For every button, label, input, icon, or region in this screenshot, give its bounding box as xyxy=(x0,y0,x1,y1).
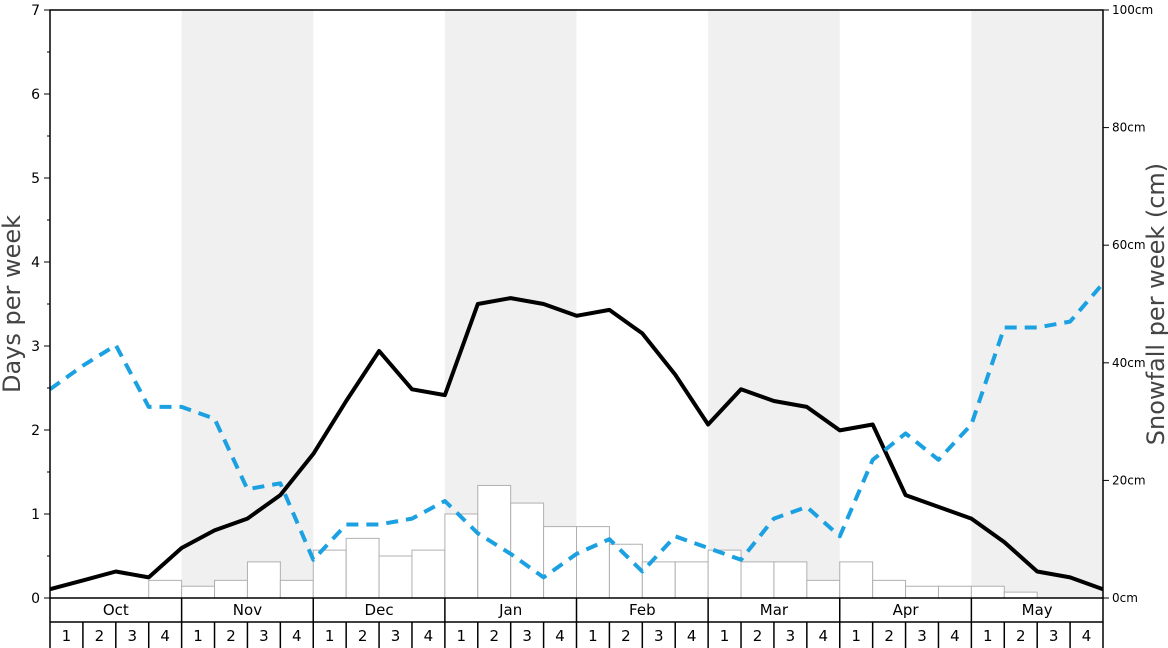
week-label-nov-2: 2 xyxy=(226,627,236,645)
bar-week-9 xyxy=(312,549,347,599)
bar-week-18 xyxy=(608,543,643,599)
bar-week-23 xyxy=(773,561,808,599)
left-tick-label-2: 2 xyxy=(31,423,40,439)
x-axis: Oct 1 2 3 4 Nov 1 2 3 4 Dec 1 2 3 4 Jan 1 2 3 4 Feb 1 2 3 4 Mar 1 2… xyxy=(49,598,1104,648)
right-axis: 0cm 20cm 40cm 60cm 80cm 100cm xyxy=(1103,3,1153,605)
right-tick-label-20: 20cm xyxy=(1112,473,1146,487)
week-label-mar-4: 4 xyxy=(819,627,829,645)
bar-week-25 xyxy=(839,561,874,599)
left-tick-label-6: 6 xyxy=(31,87,40,103)
month-band-may xyxy=(971,10,1103,598)
week-label-feb-1: 1 xyxy=(588,627,598,645)
week-label-apr-4: 4 xyxy=(950,627,960,645)
bar-week-5 xyxy=(181,585,216,599)
bar-week-16 xyxy=(543,526,577,599)
left-axis: 0 1 2 3 4 5 6 7 xyxy=(31,3,50,607)
week-label-dec-4: 4 xyxy=(424,627,434,645)
month-label-nov: Nov xyxy=(233,601,262,619)
right-tick-label-60: 60cm xyxy=(1112,238,1146,252)
bar-week-20 xyxy=(674,561,709,599)
bar-week-30 xyxy=(1003,591,1038,599)
month-label-dec: Dec xyxy=(365,601,394,619)
bar-week-8 xyxy=(279,579,314,599)
bar-week-19 xyxy=(641,561,676,599)
bar-week-24 xyxy=(806,579,841,599)
week-label-dec-1: 1 xyxy=(325,627,335,645)
bar-week-22 xyxy=(740,561,775,599)
week-label-oct-2: 2 xyxy=(95,627,105,645)
month-label-apr: Apr xyxy=(893,601,920,619)
line-series xyxy=(48,282,1105,592)
week-label-nov-4: 4 xyxy=(292,627,302,645)
month-label-may: May xyxy=(1022,601,1053,619)
bar-week-7 xyxy=(246,561,281,599)
bar-week-15 xyxy=(510,502,545,599)
week-label-may-1: 1 xyxy=(983,627,993,645)
right-axis-title: Snowfall per week (cm) xyxy=(1142,163,1168,445)
bar-week-4 xyxy=(148,579,183,599)
bar-week-17 xyxy=(576,526,610,599)
right-tick-label-40: 40cm xyxy=(1112,356,1146,370)
week-label-may-2: 2 xyxy=(1016,627,1026,645)
left-tick-label-5: 5 xyxy=(31,171,40,187)
left-axis-title: Days per week xyxy=(0,215,26,393)
week-label-oct-4: 4 xyxy=(160,627,170,645)
month-band-mar xyxy=(708,10,840,598)
bar-week-26 xyxy=(872,579,907,599)
bar-week-6 xyxy=(214,579,248,599)
bar-week-29 xyxy=(970,585,1005,599)
week-label-may-3: 3 xyxy=(1049,627,1059,645)
right-tick-label-0: 0cm xyxy=(1112,591,1138,605)
week-label-apr-3: 3 xyxy=(917,627,927,645)
right-tick-label-100: 100cm xyxy=(1112,3,1153,17)
month-band-nov xyxy=(181,10,314,598)
month-label-feb: Feb xyxy=(629,601,656,619)
bar-week-28 xyxy=(937,585,972,599)
week-label-jan-1: 1 xyxy=(457,627,467,645)
right-tick-label-80: 80cm xyxy=(1112,121,1146,135)
left-tick-label-3: 3 xyxy=(31,339,40,355)
bar-week-11 xyxy=(378,555,413,599)
week-label-feb-3: 3 xyxy=(654,627,664,645)
bar-week-12 xyxy=(411,549,446,599)
left-tick-label-1: 1 xyxy=(31,507,40,523)
dashed-blue-line xyxy=(48,282,1105,580)
week-label-mar-2: 2 xyxy=(753,627,763,645)
week-label-nov-3: 3 xyxy=(259,627,269,645)
bar-series xyxy=(148,484,1038,599)
week-label-jan-4: 4 xyxy=(555,627,565,645)
week-label-apr-2: 2 xyxy=(884,627,894,645)
month-label-oct: Oct xyxy=(103,601,129,619)
week-label-nov-1: 1 xyxy=(193,627,203,645)
left-tick-label-4: 4 xyxy=(31,255,40,271)
solid-black-line xyxy=(49,296,1104,592)
week-label-dec-2: 2 xyxy=(358,627,368,645)
week-label-jan-2: 2 xyxy=(489,627,499,645)
week-label-feb-2: 2 xyxy=(621,627,631,645)
week-label-may-4: 4 xyxy=(1082,627,1092,645)
week-label-oct-3: 3 xyxy=(127,627,137,645)
left-tick-label-7: 7 xyxy=(31,3,40,19)
week-label-oct-1: 1 xyxy=(62,627,72,645)
week-label-feb-4: 4 xyxy=(687,627,697,645)
month-label-mar: Mar xyxy=(760,601,789,619)
bar-week-27 xyxy=(905,585,939,599)
week-label-mar-3: 3 xyxy=(786,627,796,645)
month-bands xyxy=(181,10,1103,598)
bar-week-10 xyxy=(345,537,380,599)
left-tick-label-0: 0 xyxy=(31,591,40,607)
week-label-mar-1: 1 xyxy=(720,627,730,645)
week-label-apr-1: 1 xyxy=(851,627,861,645)
month-label-jan: Jan xyxy=(498,601,522,619)
week-label-dec-3: 3 xyxy=(391,627,401,645)
week-label-jan-3: 3 xyxy=(522,627,532,645)
